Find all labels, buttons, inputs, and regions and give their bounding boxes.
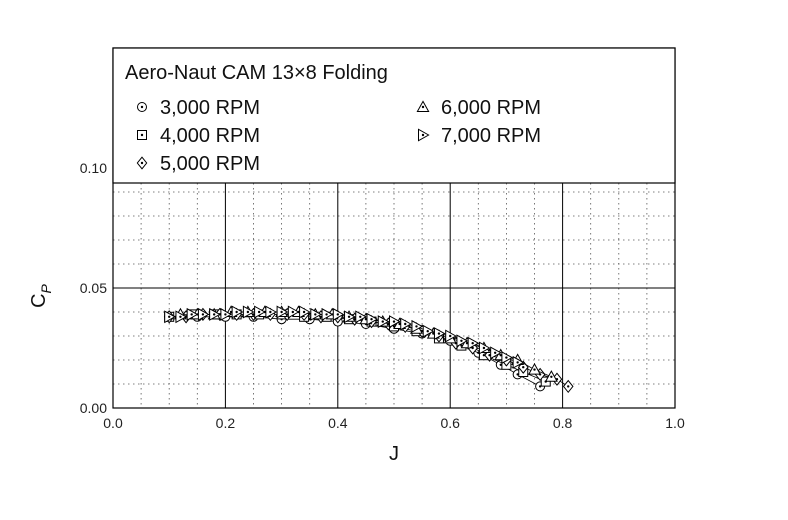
legend-marker [137,130,147,140]
data-point [197,307,210,321]
data-point [501,351,514,365]
chart-title: Aero-Naut CAM 13×8 Folding [125,62,388,84]
data-point [242,305,255,319]
legend-marker [136,156,148,170]
data-point [299,305,311,319]
legend-items: 3,000 RPM 4,000 RPM 5,000 RPM 6,000 RPM 7,00… [136,97,541,175]
legend-entry: 7,000 RPM [418,125,541,147]
data-point [186,307,199,321]
x-tick-label: 0.8 [553,415,573,431]
data-point [433,327,446,341]
y-tick-label: 0.05 [80,280,107,296]
data-point [490,346,502,360]
y-tick-label: 0.00 [80,400,107,416]
data-point [310,307,322,321]
data-point [528,362,541,375]
data-point [512,355,525,369]
legend-label: 4,000 RPM [160,125,260,147]
data-point [422,324,435,338]
data-point [220,307,233,321]
data-point [254,305,266,319]
legend-label: 5,000 RPM [160,153,260,175]
y-tick-label: 0.10 [80,160,107,176]
data-point [231,305,244,319]
data-point [377,315,390,329]
data-point [456,334,469,348]
legend-label: 3,000 RPM [160,97,260,119]
data-point [478,341,491,355]
legend-label: 6,000 RPM [441,97,541,119]
data-point [562,379,574,394]
data-point [332,307,345,321]
data-point [265,305,278,319]
data-point [445,329,457,343]
data-point [276,305,289,319]
x-tick-label: 0.4 [328,415,348,431]
data-point [544,370,558,382]
legend-entry: 6,000 RPM [416,97,541,119]
data-point [467,336,480,350]
y-axis-label-main: C [28,293,50,307]
data-point [389,315,401,329]
data-point [355,310,367,324]
y-axis-label-sub: P [38,283,54,293]
x-tick-label: 1.0 [665,415,685,431]
data-point [411,319,424,333]
x-axis-label: J [389,443,399,465]
legend-marker [418,128,430,142]
tick-labels: 0.0 0.2 0.4 0.6 0.8 1.0 0.00 0.05 0.10 [80,160,685,431]
legend-marker [137,102,147,112]
x-tick-label: 0.2 [216,415,236,431]
data-point [366,312,379,326]
legend-box [112,47,676,184]
x-tick-label: 0.0 [103,415,123,431]
data-point [287,305,300,319]
series-5 [164,305,525,369]
y-axis-label: CP [28,283,54,307]
data-point [344,310,356,324]
legend-entry: 5,000 RPM [136,153,260,175]
legend: Aero-Naut CAM 13×8 Folding 3,000 RPM 4,00… [112,47,676,184]
data-point [164,310,176,324]
legend-entry: 3,000 RPM [137,97,260,119]
legend-marker [416,100,430,112]
data-layer [163,305,574,394]
data-point [400,317,412,331]
grid [113,167,675,408]
x-tick-label: 0.6 [440,415,460,431]
data-point [175,310,188,324]
data-point [321,307,334,321]
data-point [209,307,221,321]
legend-entry: 4,000 RPM [137,125,260,147]
legend-label: 7,000 RPM [441,125,541,147]
